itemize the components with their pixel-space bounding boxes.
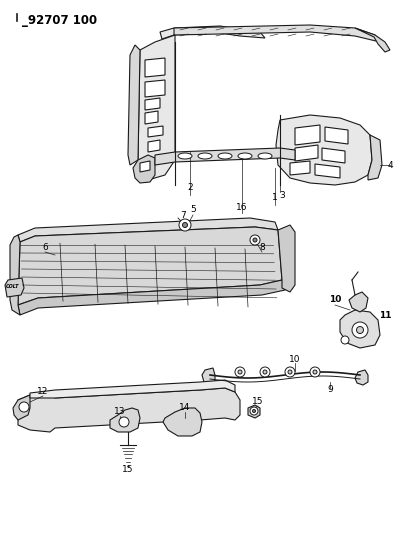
- Text: 7: 7: [180, 211, 186, 220]
- Polygon shape: [148, 126, 163, 137]
- Polygon shape: [368, 135, 382, 180]
- Circle shape: [253, 238, 257, 242]
- Polygon shape: [295, 145, 318, 161]
- Polygon shape: [340, 310, 380, 348]
- Polygon shape: [5, 278, 24, 297]
- Circle shape: [238, 370, 242, 374]
- Polygon shape: [138, 35, 175, 180]
- Ellipse shape: [218, 153, 232, 159]
- Text: _92707 100: _92707 100: [22, 14, 97, 27]
- Circle shape: [179, 219, 191, 231]
- Text: 5: 5: [190, 206, 196, 214]
- Polygon shape: [355, 28, 390, 52]
- Polygon shape: [155, 148, 295, 165]
- Polygon shape: [174, 25, 380, 42]
- Polygon shape: [10, 235, 20, 315]
- Polygon shape: [325, 127, 348, 144]
- Text: 6: 6: [42, 244, 48, 253]
- Polygon shape: [349, 292, 368, 312]
- Text: 14: 14: [179, 403, 191, 413]
- Text: 15: 15: [252, 398, 264, 407]
- Polygon shape: [202, 368, 215, 384]
- Polygon shape: [110, 408, 140, 432]
- Text: 10: 10: [329, 295, 341, 304]
- Polygon shape: [133, 155, 155, 183]
- Polygon shape: [276, 115, 372, 185]
- Circle shape: [357, 327, 364, 334]
- Text: COLT: COLT: [6, 285, 20, 289]
- Polygon shape: [248, 405, 260, 418]
- Polygon shape: [278, 225, 295, 292]
- Text: 10: 10: [289, 356, 301, 365]
- Circle shape: [285, 367, 295, 377]
- Circle shape: [235, 367, 245, 377]
- Polygon shape: [145, 98, 160, 110]
- Text: 15: 15: [122, 465, 134, 474]
- Circle shape: [260, 367, 270, 377]
- Text: 1: 1: [272, 193, 278, 203]
- Polygon shape: [163, 408, 202, 436]
- Polygon shape: [128, 45, 140, 165]
- Polygon shape: [18, 388, 240, 432]
- Text: 9: 9: [327, 385, 333, 394]
- Ellipse shape: [178, 153, 192, 159]
- Circle shape: [341, 336, 349, 344]
- Polygon shape: [322, 148, 345, 163]
- Polygon shape: [18, 280, 285, 315]
- Text: 13: 13: [114, 408, 126, 416]
- Circle shape: [310, 367, 320, 377]
- Ellipse shape: [258, 153, 272, 159]
- Circle shape: [250, 407, 258, 415]
- Text: 16: 16: [236, 204, 248, 213]
- Polygon shape: [145, 80, 165, 97]
- Circle shape: [19, 402, 29, 412]
- Polygon shape: [13, 395, 30, 420]
- Ellipse shape: [238, 153, 252, 159]
- Polygon shape: [295, 125, 320, 145]
- Text: 12: 12: [37, 387, 49, 397]
- Circle shape: [119, 417, 129, 427]
- Polygon shape: [30, 380, 235, 398]
- Circle shape: [288, 370, 292, 374]
- Ellipse shape: [198, 153, 212, 159]
- Text: 2: 2: [187, 183, 193, 192]
- Text: 8: 8: [259, 244, 265, 253]
- Polygon shape: [315, 164, 340, 178]
- Text: 4: 4: [387, 160, 393, 169]
- Polygon shape: [18, 227, 282, 305]
- Polygon shape: [355, 370, 368, 385]
- Circle shape: [263, 370, 267, 374]
- Circle shape: [313, 370, 317, 374]
- Circle shape: [250, 235, 260, 245]
- Polygon shape: [160, 26, 265, 39]
- Circle shape: [183, 222, 187, 228]
- Polygon shape: [18, 218, 278, 242]
- Polygon shape: [140, 161, 150, 172]
- Text: 11: 11: [379, 311, 391, 319]
- Circle shape: [352, 322, 368, 338]
- Polygon shape: [145, 111, 158, 124]
- Polygon shape: [148, 140, 160, 152]
- Polygon shape: [145, 58, 165, 77]
- Circle shape: [253, 409, 256, 413]
- Text: 3: 3: [279, 191, 285, 200]
- Polygon shape: [290, 161, 310, 175]
